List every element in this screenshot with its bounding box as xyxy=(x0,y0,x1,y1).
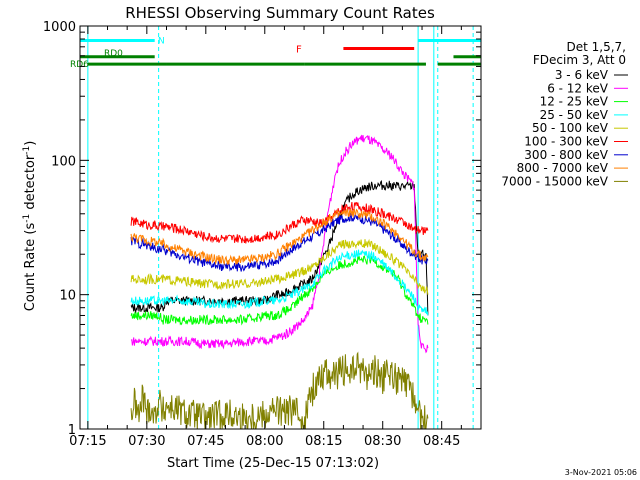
y-tick-label-0: 1 xyxy=(68,423,76,438)
series-line-8 xyxy=(130,351,429,429)
chart-title: RHESSI Observing Summary Count Rates xyxy=(125,4,435,22)
series-line-1 xyxy=(130,134,429,354)
legend-label-0: 3 - 6 keV xyxy=(555,68,609,82)
x-tick-label-1: 07:30 xyxy=(128,434,165,449)
axes: 07:15 07:30 07:45 08:00 08:15 08:30 08:45 1 10 10… xyxy=(43,20,482,449)
x-tick-label-4: 08:15 xyxy=(305,434,342,449)
flag-label-rd0: RD0 xyxy=(104,49,123,59)
x-tick-label-2: 07:45 xyxy=(187,434,224,449)
y-tick-label-3: 1000 xyxy=(43,20,76,35)
x-tick-label-3: 08:00 xyxy=(246,434,283,449)
legend-label-4: 50 - 100 keV xyxy=(532,121,609,135)
y-axis-label: Count Rate (s-1 detector-1) xyxy=(22,141,38,312)
series-line-2 xyxy=(130,255,429,326)
plot-frame xyxy=(79,25,482,430)
legend-header-2: FDecim 3, Att 0 xyxy=(533,53,626,67)
legend-label-2: 12 - 25 keV xyxy=(540,95,609,109)
legend-header-1: Det 1,5,7, xyxy=(567,40,627,54)
x-tick-label-5: 08:30 xyxy=(364,434,401,449)
footer-timestamp: 3-Nov-2021 05:06 xyxy=(565,468,637,477)
y-label-part1: Count Rate (s xyxy=(23,223,38,312)
series-line-5 xyxy=(130,202,429,244)
series-line-7 xyxy=(130,208,429,266)
series-lines xyxy=(130,134,429,429)
y-label-sup2: -1 xyxy=(22,146,32,155)
y-tick-label-2: 100 xyxy=(51,154,76,169)
x-tick-label-0: 07:15 xyxy=(69,434,106,449)
flag-label-n: N xyxy=(158,36,165,46)
legend-label-6: 300 - 800 keV xyxy=(524,148,608,162)
x-tick-label-6: 08:45 xyxy=(423,434,460,449)
legend-label-3: 25 - 50 keV xyxy=(540,108,609,122)
y-label-part3: ) xyxy=(23,141,38,146)
y-label-part2: detector xyxy=(23,154,38,214)
series-line-3 xyxy=(130,249,429,316)
legend-label-8: 7000 - 15000 keV xyxy=(501,174,608,188)
flag-label-f: F xyxy=(296,44,302,55)
y-label-sup1: -1 xyxy=(22,214,32,223)
legend-label-1: 6 - 12 keV xyxy=(547,81,609,95)
series-line-4 xyxy=(130,238,429,295)
legend-label-7: 800 - 7000 keV xyxy=(517,161,609,175)
y-tick-label-1: 10 xyxy=(59,289,76,304)
legend-label-5: 100 - 300 keV xyxy=(524,135,608,149)
x-axis-label: Start Time (25-Dec-15 07:13:02) xyxy=(167,456,379,471)
